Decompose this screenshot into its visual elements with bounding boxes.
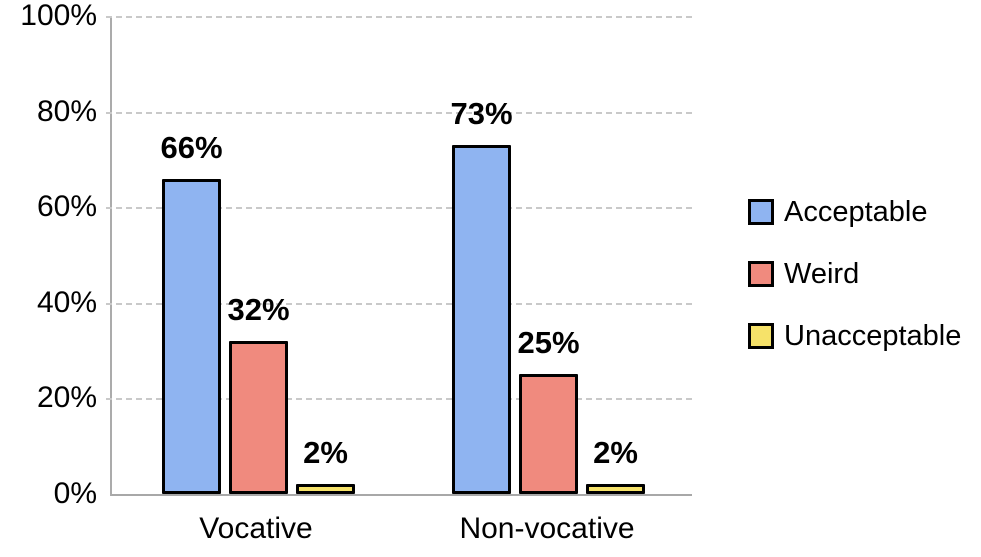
legend-label: Weird — [784, 257, 860, 290]
legend-label: Acceptable — [784, 195, 928, 228]
legend: Acceptable Weird Unacceptable — [748, 195, 962, 385]
bar-wrap: 73% — [450, 98, 513, 494]
bar-group-vocative: 66% 32% 2% — [160, 132, 355, 494]
y-tick-label: 20% — [36, 381, 97, 414]
y-tick-label: 0% — [53, 477, 97, 510]
gridline-80 — [106, 112, 692, 114]
bar-acceptable-non-vocative — [452, 145, 511, 494]
bar-value-label: 2% — [593, 435, 638, 470]
y-tick-label: 100% — [20, 0, 97, 32]
bar-value-label: 32% — [227, 292, 290, 327]
legend-label: Unacceptable — [784, 319, 962, 352]
bar-value-label: 25% — [517, 325, 580, 360]
bar-value-label: 2% — [303, 435, 348, 470]
bar-weird-non-vocative — [519, 374, 578, 494]
bar-group-non-vocative: 73% 25% 2% — [450, 98, 645, 494]
bar-wrap: 32% — [227, 294, 290, 494]
bar-value-label: 73% — [450, 96, 513, 131]
bar-value-label: 66% — [160, 130, 223, 165]
gridline-40 — [106, 303, 692, 305]
bar-wrap: 66% — [160, 132, 223, 494]
bar-wrap: 2% — [296, 437, 355, 494]
legend-item-acceptable: Acceptable — [748, 195, 961, 228]
gridline-20 — [106, 398, 692, 400]
legend-swatch-icon — [748, 261, 774, 287]
bar-wrap: 2% — [586, 437, 645, 494]
gridline-100 — [106, 16, 692, 18]
bar-wrap: 25% — [517, 327, 580, 494]
gridline-60 — [106, 207, 692, 209]
bar-weird-vocative — [229, 341, 288, 494]
legend-item-unacceptable: Unacceptable — [748, 319, 962, 352]
bar-unacceptable-non-vocative — [586, 484, 645, 494]
y-tick-label: 80% — [36, 95, 97, 128]
x-axis-label-vocative: Vocative — [199, 512, 313, 545]
legend-swatch-icon — [748, 323, 774, 349]
x-axis-label-non-vocative: Non-vocative — [459, 512, 635, 545]
legend-swatch-icon — [748, 199, 774, 225]
y-tick-label: 60% — [36, 190, 97, 223]
y-tick-label: 40% — [36, 286, 97, 319]
legend-item-weird: Weird — [748, 257, 961, 290]
bar-unacceptable-vocative — [296, 484, 355, 494]
bar-acceptable-vocative — [162, 179, 221, 494]
plot-area: 66% 32% 2% 73% 25% 2% — [106, 16, 692, 496]
